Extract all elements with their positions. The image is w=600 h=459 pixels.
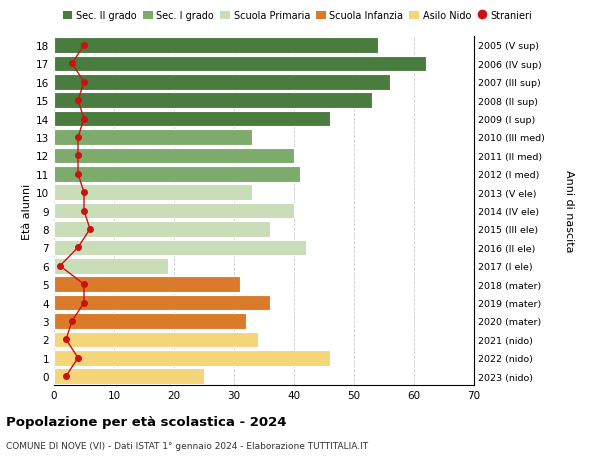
Point <box>73 171 83 178</box>
Bar <box>54 148 294 164</box>
Point <box>73 354 83 362</box>
Point <box>79 79 89 86</box>
Point <box>61 336 71 343</box>
Point <box>79 299 89 307</box>
Bar <box>54 56 426 72</box>
Point <box>67 61 77 68</box>
Point <box>73 97 83 105</box>
Bar <box>54 185 252 201</box>
Point <box>61 373 71 380</box>
Bar <box>54 75 390 90</box>
Point <box>79 281 89 288</box>
Point <box>73 152 83 160</box>
Bar <box>54 258 168 274</box>
Point <box>73 134 83 141</box>
Bar <box>54 295 270 311</box>
Text: COMUNE DI NOVE (VI) - Dati ISTAT 1° gennaio 2024 - Elaborazione TUTTITALIA.IT: COMUNE DI NOVE (VI) - Dati ISTAT 1° genn… <box>6 441 368 450</box>
Bar <box>54 350 330 366</box>
Y-axis label: Anni di nascita: Anni di nascita <box>565 170 574 252</box>
Y-axis label: Età alunni: Età alunni <box>22 183 32 239</box>
Bar <box>54 313 246 329</box>
Legend: Sec. II grado, Sec. I grado, Scuola Primaria, Scuola Infanzia, Asilo Nido, Stran: Sec. II grado, Sec. I grado, Scuola Prim… <box>59 7 536 25</box>
Bar <box>54 332 258 347</box>
Bar <box>54 240 306 256</box>
Text: Popolazione per età scolastica - 2024: Popolazione per età scolastica - 2024 <box>6 415 287 428</box>
Point <box>79 42 89 50</box>
Bar <box>54 93 372 109</box>
Point <box>55 263 65 270</box>
Point <box>79 207 89 215</box>
Bar <box>54 38 378 54</box>
Bar <box>54 222 270 237</box>
Point <box>67 318 77 325</box>
Bar <box>54 369 204 384</box>
Bar <box>54 112 330 127</box>
Point <box>79 189 89 196</box>
Point <box>85 226 95 233</box>
Bar <box>54 203 294 219</box>
Bar <box>54 167 300 182</box>
Point <box>73 244 83 252</box>
Bar <box>54 277 240 292</box>
Bar <box>54 130 252 146</box>
Point <box>79 116 89 123</box>
